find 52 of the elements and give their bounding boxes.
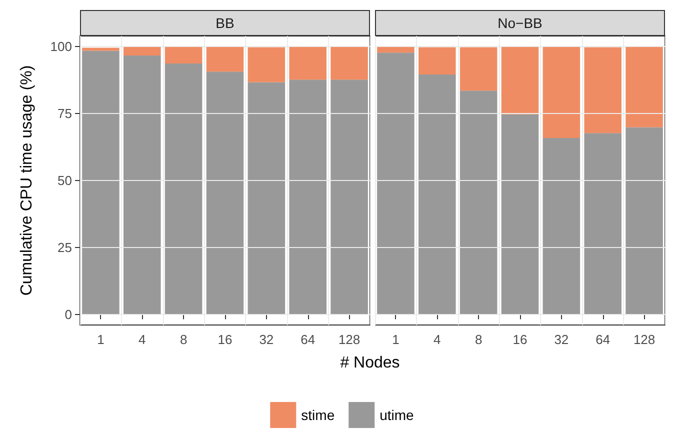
x-tick-label: 128	[338, 332, 360, 347]
x-tick-label: 16	[218, 332, 232, 347]
x-tick-label: 1	[392, 332, 400, 347]
bar	[626, 127, 663, 314]
bar	[248, 47, 286, 82]
y-tick-label: 100	[50, 39, 72, 54]
bar	[460, 47, 498, 91]
bar	[289, 46, 326, 80]
bar	[330, 80, 368, 314]
bar	[501, 114, 539, 314]
bar	[377, 46, 414, 53]
bar	[584, 133, 622, 314]
bar	[460, 90, 498, 314]
bar	[124, 56, 161, 314]
bar	[206, 46, 244, 72]
y-tick-label: 50	[58, 173, 72, 188]
bar	[289, 80, 326, 314]
legend-label: stime	[301, 407, 335, 423]
bar	[626, 46, 663, 128]
x-axis-title: # Nodes	[340, 354, 400, 372]
bar	[124, 46, 161, 56]
bar	[418, 74, 456, 314]
legend-label: utime	[380, 407, 414, 423]
y-axis-title: Cumulative CPU time usage (%)	[18, 65, 36, 296]
bar	[248, 82, 286, 314]
x-tick-label: 4	[434, 332, 441, 347]
x-tick-label: 128	[633, 332, 656, 347]
bar	[542, 138, 580, 314]
x-tick-label: 32	[259, 332, 274, 347]
bar	[418, 47, 456, 75]
bar	[164, 64, 202, 314]
bar	[82, 50, 120, 314]
chart-title: BB	[80, 10, 370, 36]
x-tick-label: 64	[596, 332, 610, 347]
y-tick-label: 75	[58, 106, 72, 122]
y-tick-label: 0	[64, 306, 72, 322]
bar	[501, 46, 539, 114]
x-tick-label: 32	[554, 332, 569, 347]
y-tick-label: 25	[58, 240, 72, 255]
bar	[206, 72, 244, 314]
x-tick-label: 8	[474, 332, 482, 347]
bar	[164, 46, 202, 64]
x-tick-label: 8	[180, 332, 188, 347]
x-tick-label: 64	[300, 332, 316, 347]
x-tick-label: 1	[97, 332, 104, 347]
x-tick-label: 4	[138, 332, 146, 347]
bar	[377, 52, 414, 314]
x-tick-label: 16	[512, 332, 528, 347]
bar	[542, 46, 580, 138]
chart-title: No−BB	[375, 10, 665, 36]
bar	[584, 47, 622, 134]
bar	[330, 46, 368, 80]
